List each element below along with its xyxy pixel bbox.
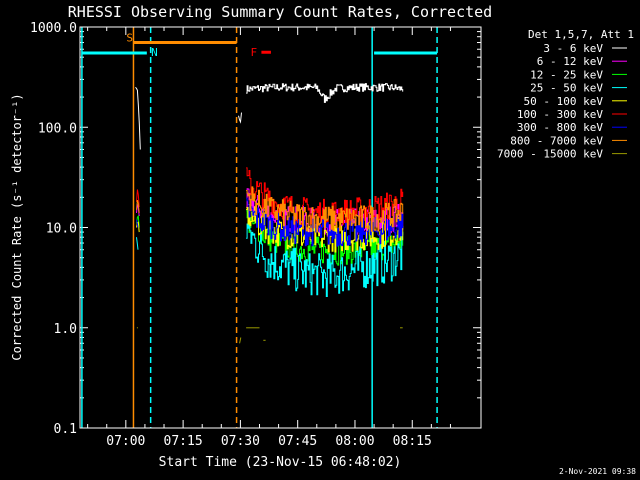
legend-label: 7000 - 15000 keV [497, 148, 603, 161]
series [135, 83, 404, 344]
series-line [246, 83, 404, 103]
legend-label: 25 - 50 keV [530, 82, 603, 95]
series-line [238, 112, 242, 124]
x-tick-label: 08:15 [393, 434, 432, 449]
plot-frame [79, 26, 482, 429]
legend-label: 12 - 25 keV [530, 68, 603, 81]
legend-title: Det 1,5,7, Att 1 [528, 28, 634, 41]
x-axis-label: Start Time (23-Nov-15 06:48:02) [159, 455, 402, 470]
x-tick-label: 08:00 [335, 434, 374, 449]
marker-label: F [250, 46, 257, 59]
series-line [136, 237, 139, 250]
legend-label: 800 - 7000 keV [510, 134, 603, 147]
footer-timestamp: 2-Nov-2021 09:38 [559, 467, 636, 476]
y-tick-label: 1.0 [54, 322, 77, 337]
series-line [246, 212, 404, 297]
x-tick-label: 07:45 [278, 434, 317, 449]
y-tick-label: 10.0 [46, 222, 77, 237]
x-tick-label: 07:30 [221, 434, 260, 449]
series-line [136, 199, 140, 213]
y-tick-label: 1000.0 [30, 21, 77, 36]
chart-title: RHESSI Observing Summary Count Rates, Co… [68, 3, 492, 21]
series-line [239, 337, 242, 344]
legend-label: 3 - 6 keV [543, 42, 603, 55]
legend-label: 100 - 300 keV [517, 108, 603, 121]
x-tick-label: 07:00 [106, 434, 145, 449]
series-line [246, 186, 404, 233]
series-line [135, 87, 141, 150]
series-line [136, 221, 140, 233]
legend-label: 50 - 100 keV [524, 95, 604, 108]
legend-label: 6 - 12 keV [537, 55, 604, 68]
legend-label: 300 - 800 keV [517, 121, 603, 134]
series-line [136, 189, 140, 208]
y-tick-label: 0.1 [54, 422, 77, 437]
series-line [136, 219, 139, 228]
x-tick-label: 07:15 [164, 434, 203, 449]
y-axis-label: Corrected Count Rate (s⁻¹ detector⁻¹) [10, 93, 24, 360]
y-tick-label: 100.0 [38, 121, 77, 136]
marker-label: S [126, 32, 133, 45]
series-line [246, 204, 404, 253]
marker-label: N [151, 46, 158, 59]
